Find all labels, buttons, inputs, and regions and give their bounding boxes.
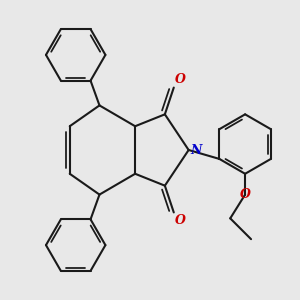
Text: O: O <box>175 73 186 86</box>
Text: O: O <box>240 188 250 201</box>
Text: N: N <box>190 143 202 157</box>
Text: O: O <box>175 214 186 227</box>
